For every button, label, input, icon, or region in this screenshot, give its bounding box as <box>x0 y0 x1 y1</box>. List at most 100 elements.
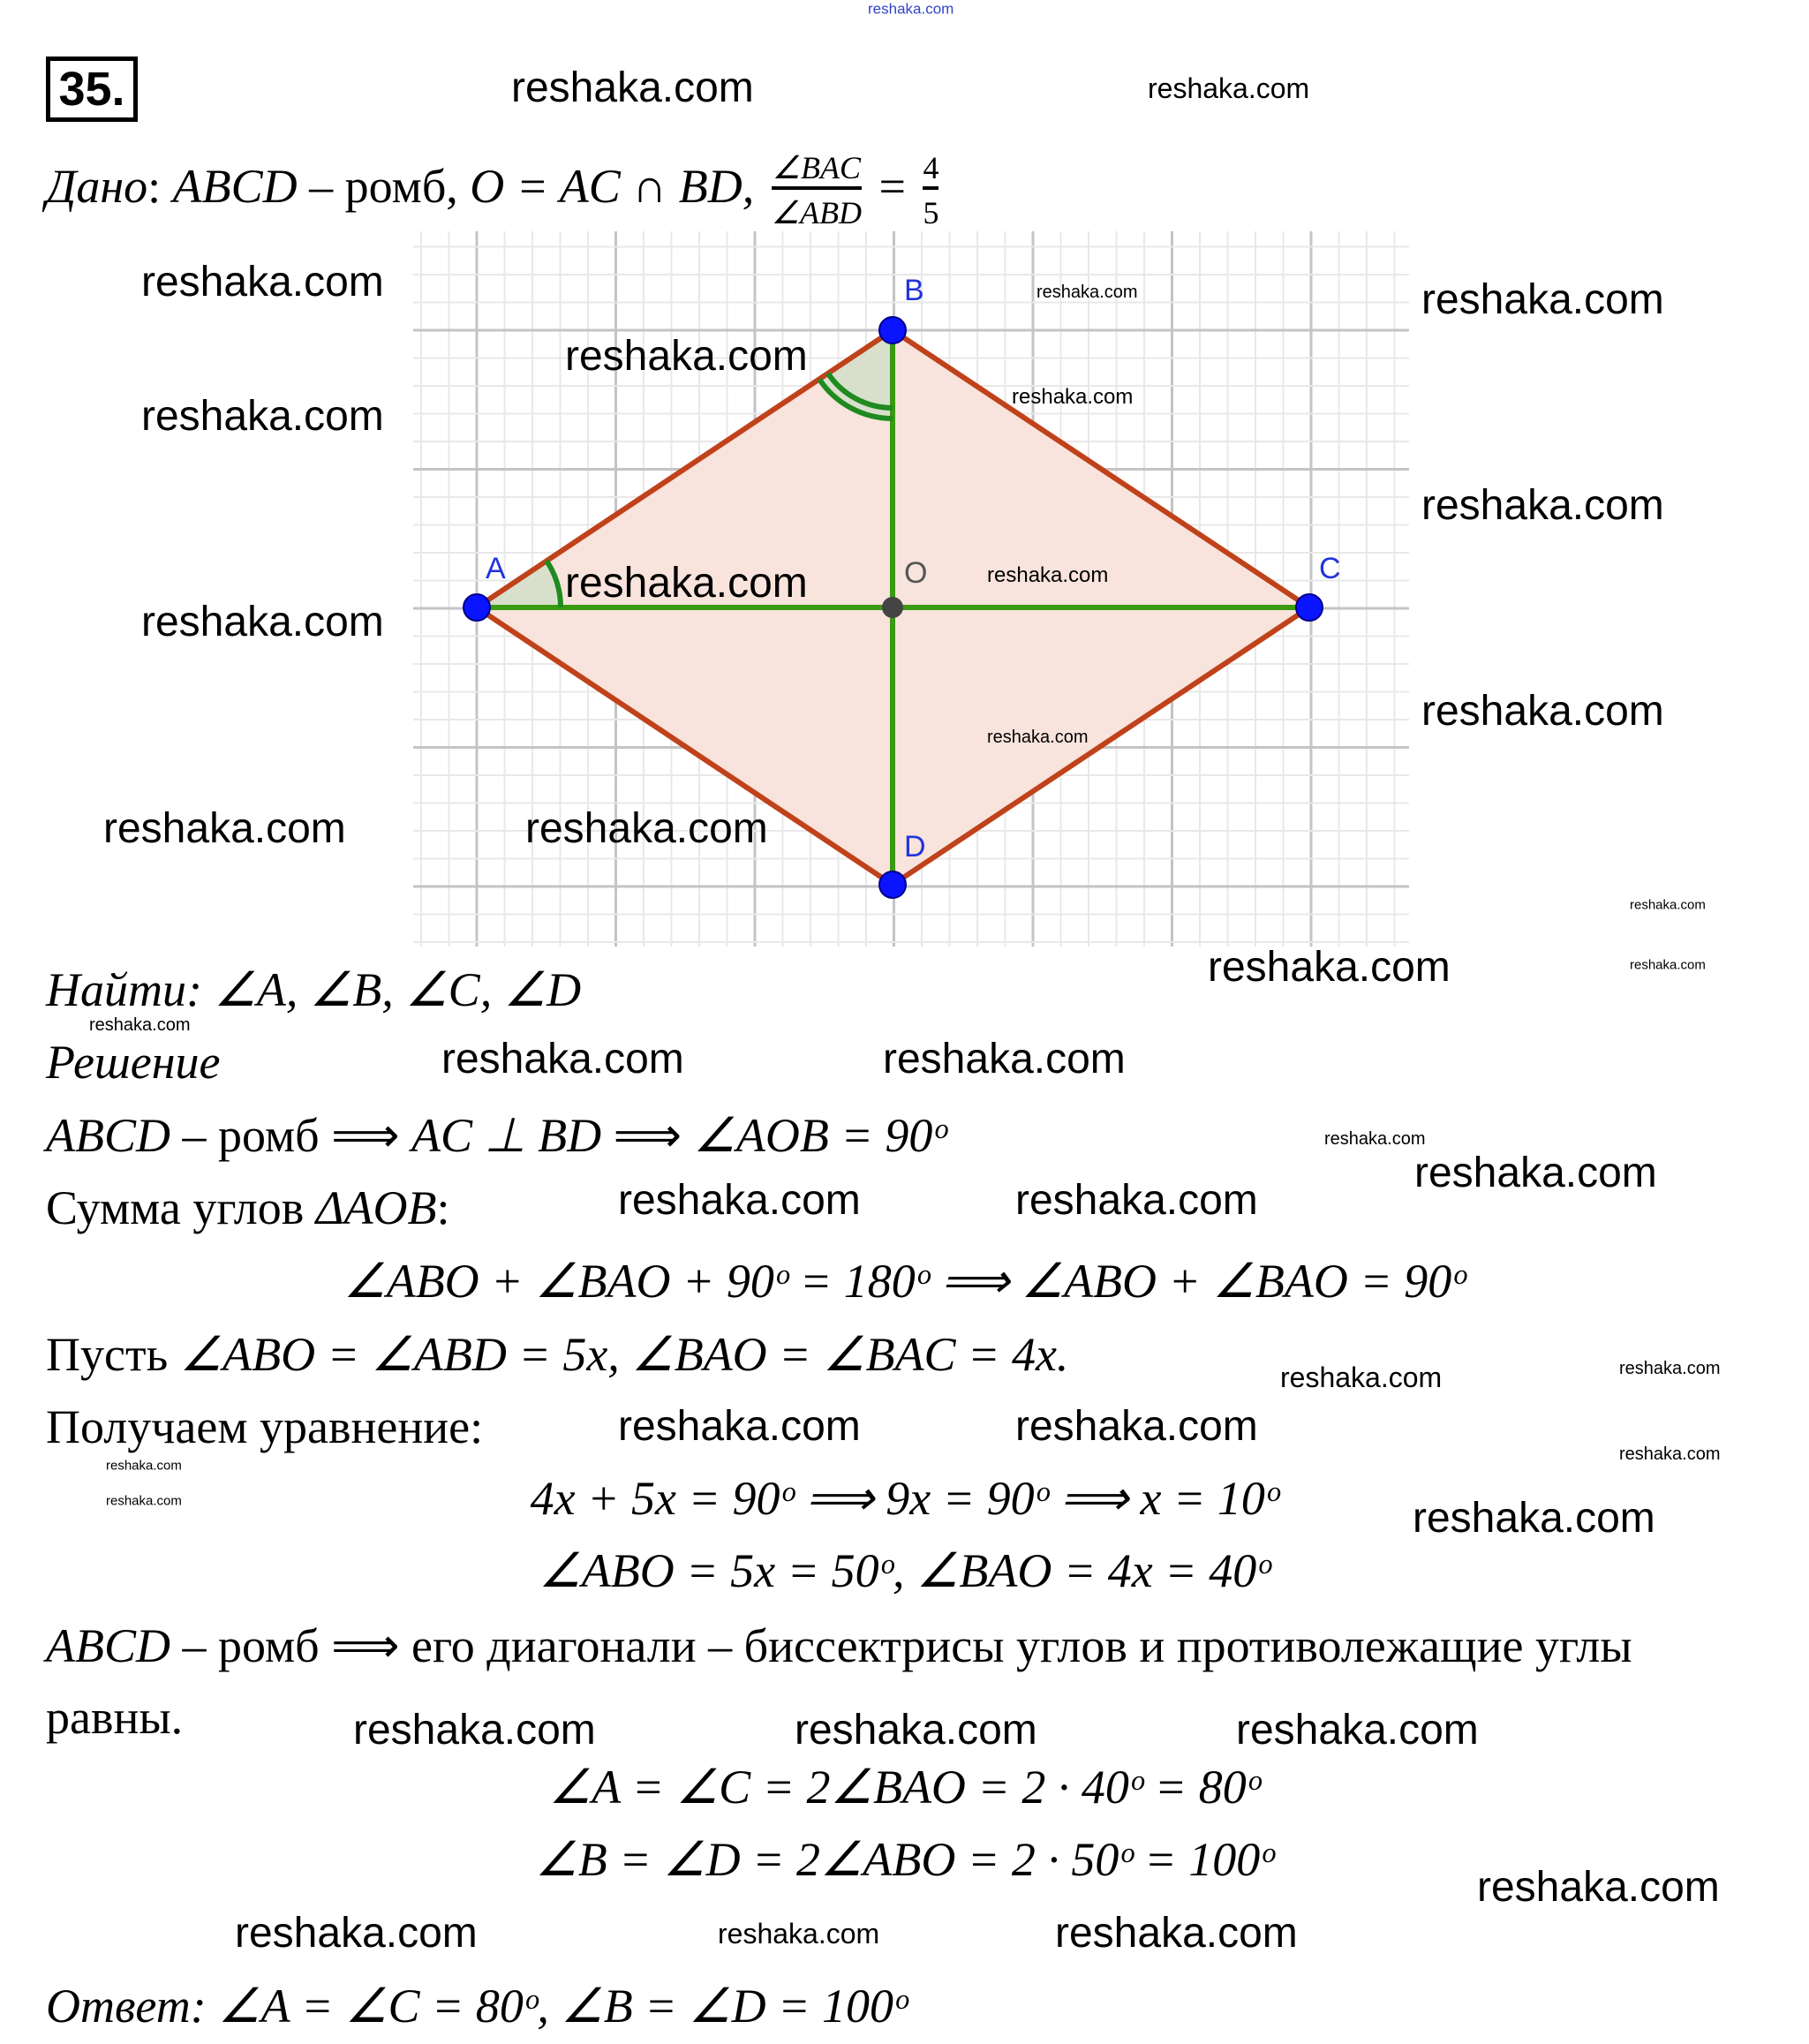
solution-line-9: равны. <box>46 1691 184 1744</box>
watermark: reshaka.com <box>1015 1403 1258 1450</box>
s8b: – ромб ⟹ его диагонали – биссектрисы угл… <box>170 1619 1632 1672</box>
s4a: Пусть <box>46 1328 180 1381</box>
answer-text: : ∠A = ∠C = 80ᵒ, ∠B = ∠D = 100ᵒ <box>190 1980 908 2033</box>
watermark: reshaka.com <box>883 1036 1126 1082</box>
label-a: A <box>486 552 506 585</box>
point-a <box>463 593 491 622</box>
s1c: AC ⊥ BD <box>411 1109 602 1162</box>
point-b <box>878 316 907 344</box>
solution-line-5: Получаем уравнение: <box>46 1400 484 1453</box>
given-figure: ABCD <box>172 159 298 213</box>
given-colon: : <box>147 159 162 213</box>
watermark: reshaka.com <box>1236 1707 1479 1754</box>
s2c: : <box>436 1181 450 1234</box>
angle-a-arc <box>544 559 564 608</box>
given-label: Дано <box>46 159 148 213</box>
solution-line-7: ∠ABO = 5x = 50ᵒ, ∠BAO = 4x = 40ᵒ <box>539 1544 1270 1597</box>
label-d: D <box>904 830 926 864</box>
watermark: reshaka.com <box>618 1177 861 1224</box>
given-type: – ромб, <box>297 159 458 213</box>
watermark: reshaka.com <box>1619 1359 1721 1378</box>
point-c <box>1295 593 1323 622</box>
point-d <box>878 871 907 899</box>
watermark: reshaka.com <box>987 563 1109 587</box>
watermark: reshaka.com <box>235 1910 478 1957</box>
ratio-equals: = <box>878 159 906 213</box>
s1d: ⟹ <box>601 1109 694 1162</box>
watermark: reshaka.com <box>1280 1361 1443 1393</box>
watermark: reshaka.com <box>1630 897 1706 913</box>
watermark: reshaka.com <box>1148 72 1310 104</box>
watermark: reshaka.com <box>353 1707 596 1754</box>
watermark: reshaka.com <box>618 1403 861 1450</box>
watermark: reshaka.com <box>141 599 384 645</box>
solution-line-1: ABCD – ромб ⟹ AC ⊥ BD ⟹ ∠AOB = 90ᵒ <box>46 1112 946 1159</box>
watermark: reshaka.com <box>1421 482 1664 529</box>
watermark: reshaka.com <box>868 0 954 18</box>
s1e: ∠AOB = 90ᵒ <box>693 1109 946 1162</box>
watermark: reshaka.com <box>1414 1150 1657 1196</box>
label-b: B <box>904 274 924 307</box>
watermark: reshaka.com <box>103 805 346 852</box>
label-c: C <box>1319 552 1341 585</box>
answer-line: Ответ: ∠A = ∠C = 80ᵒ, ∠B = ∠D = 100ᵒ <box>46 1982 907 2030</box>
value-den: 5 <box>923 186 939 231</box>
watermark: reshaka.com <box>1324 1129 1426 1149</box>
watermark: reshaka.com <box>1630 957 1706 973</box>
label-o: O <box>904 556 927 590</box>
watermark: reshaka.com <box>1477 1864 1720 1911</box>
ratio-den: ∠ABD <box>771 186 863 231</box>
find-line: Найти: ∠A, ∠B, ∠C, ∠D <box>46 966 581 1014</box>
watermark: reshaka.com <box>1619 1444 1721 1464</box>
ratio-num: ∠BAC <box>772 150 862 185</box>
watermark: reshaka.com <box>1055 1910 1298 1957</box>
solution-label: Решение <box>46 1036 221 1089</box>
watermark: reshaka.com <box>141 393 384 440</box>
solution-line-6: 4x + 5x = 90ᵒ ⟹ 9x = 90ᵒ ⟹ x = 10ᵒ <box>530 1472 1279 1525</box>
watermark: reshaka.com <box>441 1036 684 1082</box>
watermark: reshaka.com <box>1015 1177 1258 1224</box>
watermark: reshaka.com <box>565 560 808 607</box>
s1a: ABCD <box>46 1109 170 1162</box>
watermark: reshaka.com <box>987 728 1089 747</box>
watermark: reshaka.com <box>795 1707 1037 1754</box>
angle-b-arc-outer <box>817 377 893 421</box>
watermark: reshaka.com <box>718 1918 880 1950</box>
point-o <box>882 597 903 618</box>
s2b: ΔAOB <box>315 1181 437 1234</box>
problem-number: 35. <box>46 57 138 122</box>
watermark: reshaka.com <box>1208 944 1451 991</box>
value-num: 4 <box>923 150 939 185</box>
watermark: reshaka.com <box>525 805 768 852</box>
ratio-fraction: ∠BAC ∠ABD <box>771 150 863 232</box>
angle-b-arc-inner <box>825 372 893 411</box>
watermark: reshaka.com <box>565 333 808 380</box>
s4b: ∠ABO = ∠ABD = 5x, ∠BAO = ∠BAC = 4x. <box>179 1328 1069 1381</box>
watermark: reshaka.com <box>141 259 384 305</box>
watermark: reshaka.com <box>1036 283 1138 302</box>
s2a: Сумма углов <box>46 1181 316 1234</box>
find-label: Найти <box>46 963 186 1016</box>
solution-line-8: ABCD – ромб ⟹ его диагонали – биссектрис… <box>46 1622 1632 1670</box>
find-items: : ∠A, ∠B, ∠C, ∠D <box>186 963 582 1016</box>
solution-line-3: ∠ABO + ∠BAO + 90ᵒ = 180ᵒ ⟹ ∠ABO + ∠BAO =… <box>343 1255 1466 1308</box>
watermark: reshaka.com <box>1421 688 1664 735</box>
s8a: ABCD <box>46 1619 170 1672</box>
watermark: reshaka.com <box>1012 385 1134 409</box>
answer-label: Ответ <box>46 1980 191 2033</box>
watermark: reshaka.com <box>1421 276 1664 323</box>
watermark: reshaka.com <box>106 1458 182 1474</box>
watermark: reshaka.com <box>106 1493 182 1509</box>
s1b: – ромб ⟹ <box>170 1109 412 1162</box>
watermark: reshaka.com <box>511 64 754 111</box>
solution-line-11: ∠B = ∠D = 2∠ABO = 2 · 50ᵒ = 100ᵒ <box>535 1833 1274 1886</box>
watermark: reshaka.com <box>1413 1495 1655 1542</box>
solution-line-2: Сумма углов ΔAOB: <box>46 1184 449 1232</box>
watermark: reshaka.com <box>89 1015 191 1035</box>
solution-line-10: ∠A = ∠C = 2∠BAO = 2 · 40ᵒ = 80ᵒ <box>548 1761 1261 1814</box>
solution-line-4: Пусть ∠ABO = ∠ABD = 5x, ∠BAO = ∠BAC = 4x… <box>46 1331 1068 1378</box>
given-intersection: O = AC ∩ BD, <box>470 159 755 213</box>
given-line: Дано: ABCD – ромб, O = AC ∩ BD, ∠BAC ∠ABD… <box>46 150 944 232</box>
